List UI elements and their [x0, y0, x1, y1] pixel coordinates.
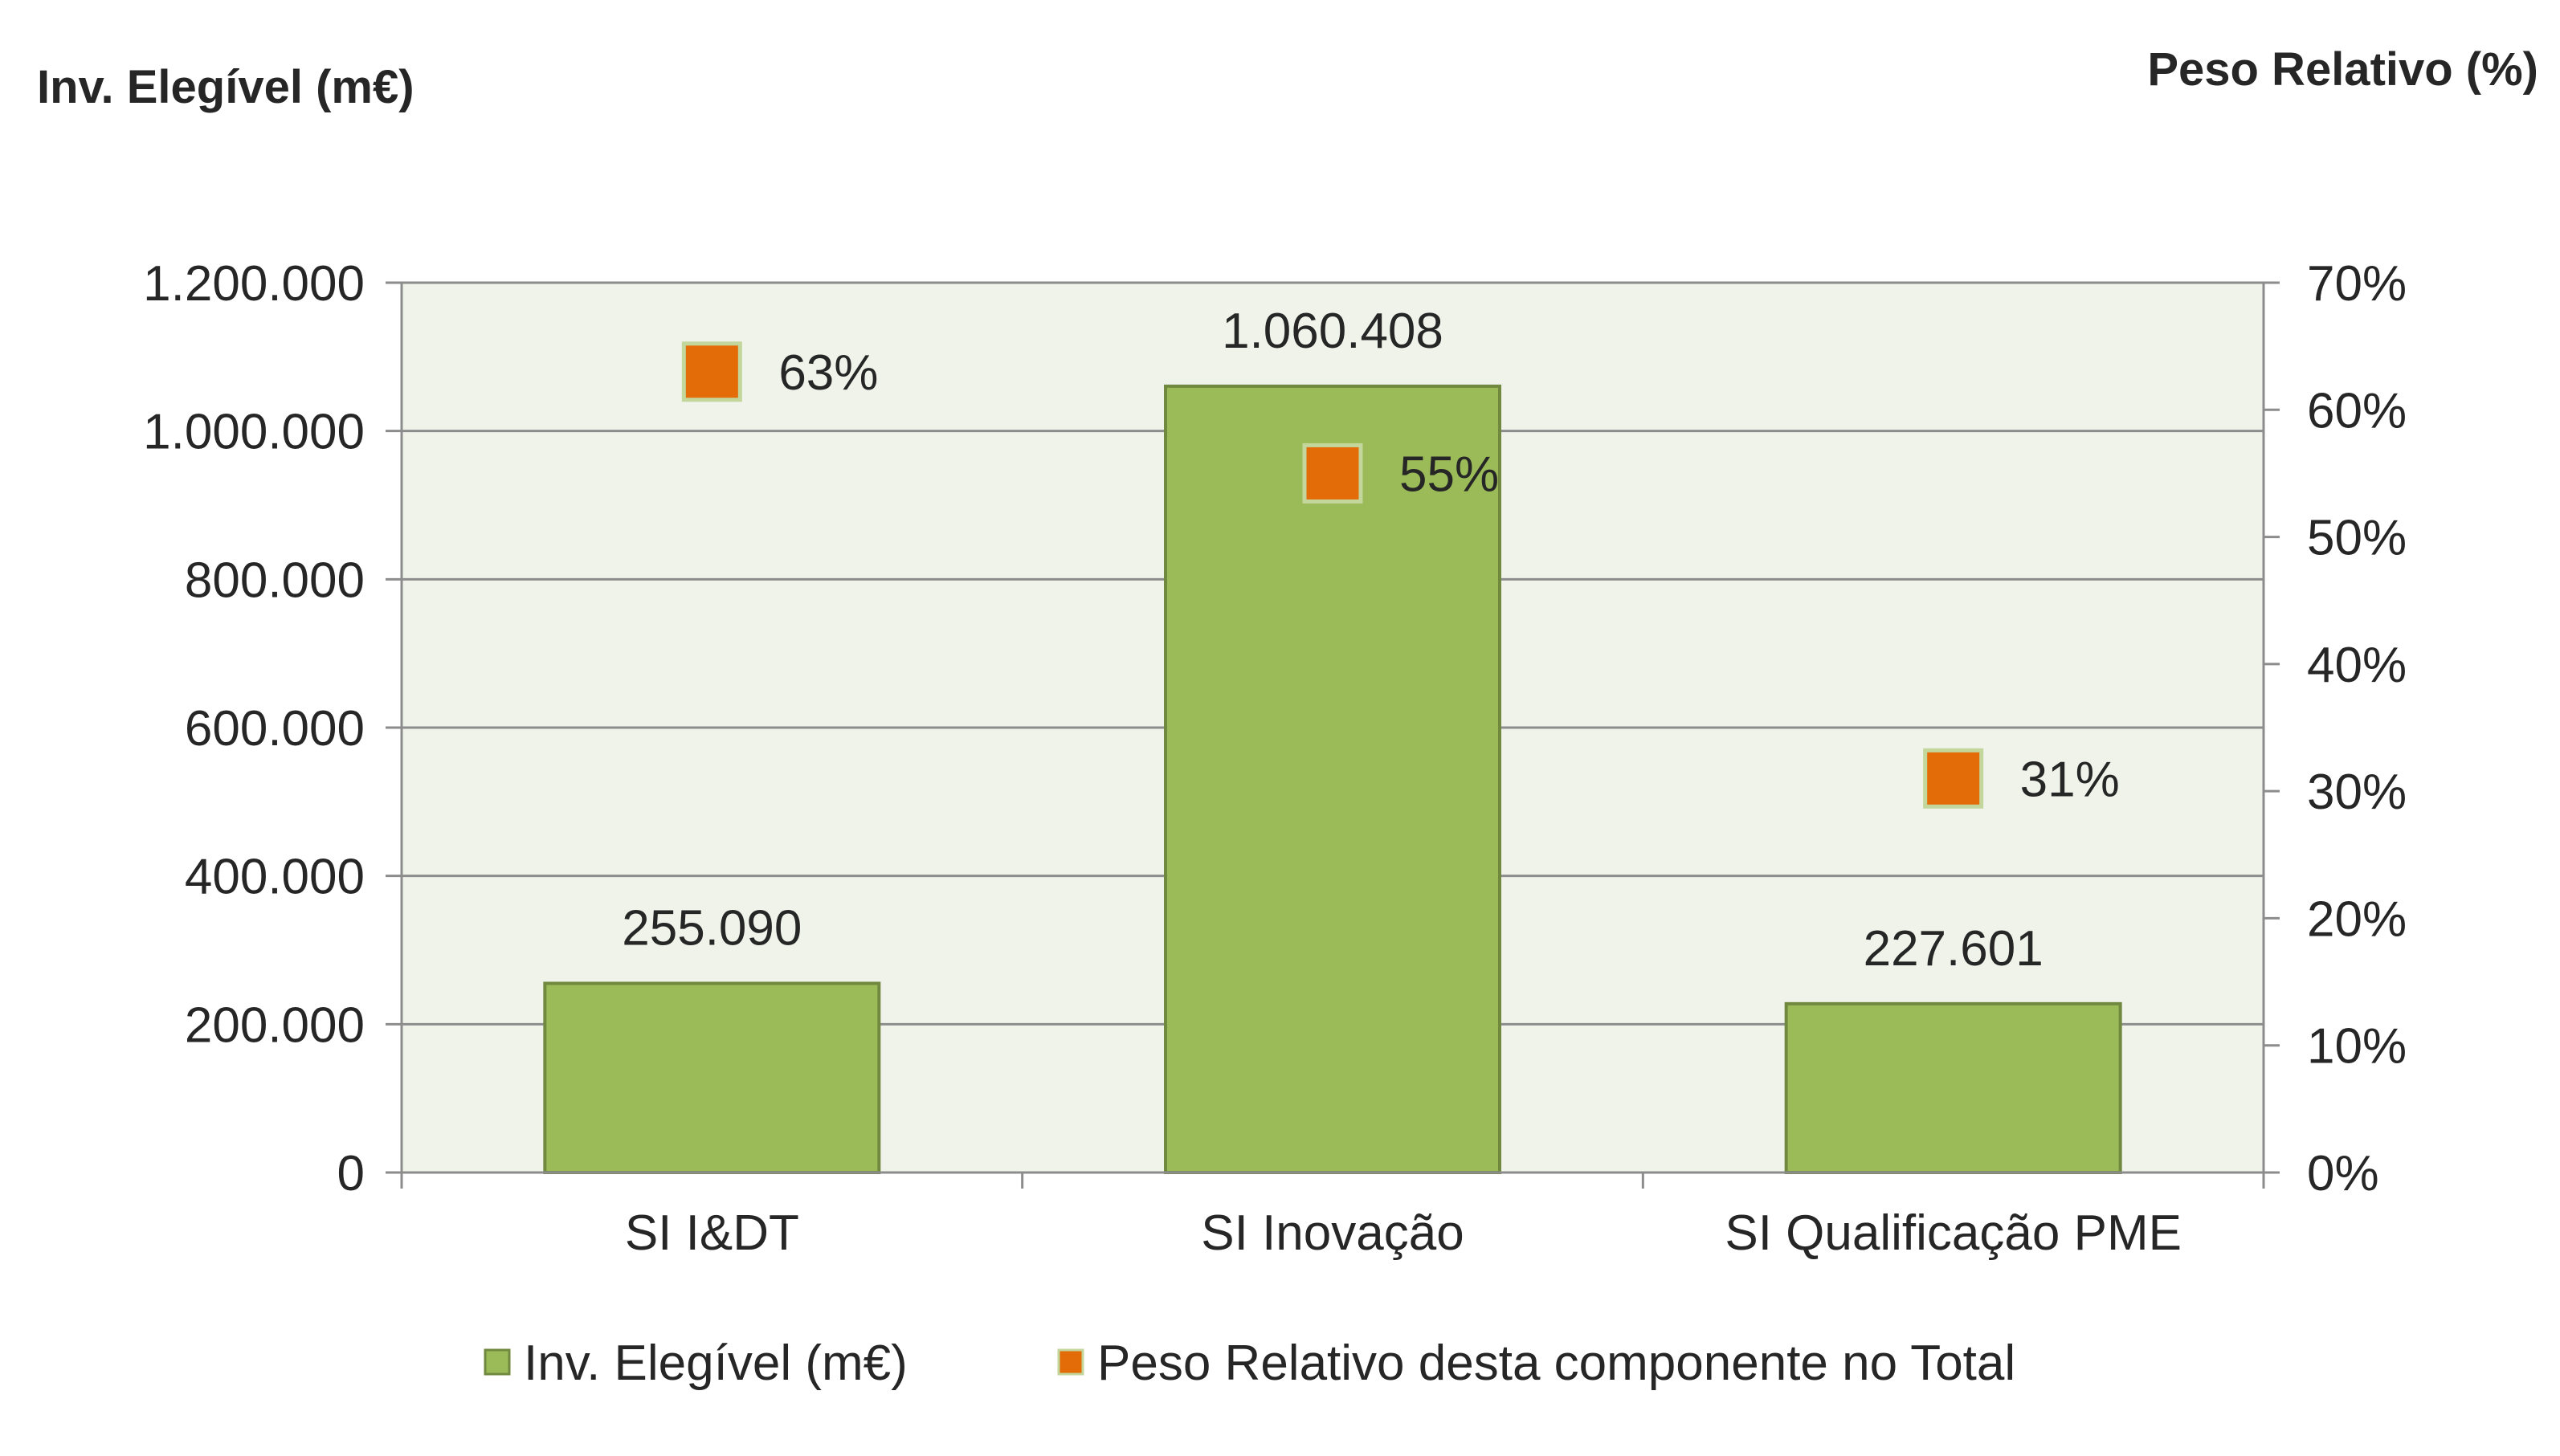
left-tick-label: 1.000.000 [143, 405, 365, 460]
left-tick-label: 200.000 [185, 997, 365, 1053]
x-category-label: SI Inovação [1201, 1205, 1464, 1261]
legend-marker-label: Peso Relativo desta componente no Total [1097, 1336, 2015, 1391]
legend: Inv. Elegível (m€) Peso Relativo desta c… [484, 1336, 2015, 1391]
right-tick-label: 50% [2307, 511, 2407, 566]
left-tick-label: 400.000 [185, 850, 365, 905]
x-category-label: SI Qualificação PME [1725, 1205, 2182, 1261]
bar-value-label: 227.601 [1864, 921, 2044, 977]
marker-point [1923, 748, 1984, 809]
left-axis-title: Inv. Elegível (m€) [37, 61, 414, 113]
right-tick-label: 10% [2307, 1019, 2407, 1075]
marker-point [1302, 443, 1363, 504]
bar-value-label: 255.090 [622, 900, 802, 956]
marker-value-label: 31% [2020, 752, 2120, 807]
right-tick-label: 40% [2307, 638, 2407, 693]
left-tick-label: 800.000 [185, 553, 365, 608]
left-tick-label: 0 [337, 1146, 365, 1201]
marker-value-label: 55% [1399, 447, 1499, 502]
bar [1784, 1001, 2122, 1174]
legend-bar-swatch [484, 1348, 511, 1376]
marker-series [681, 341, 1984, 809]
right-tick-label: 30% [2307, 765, 2407, 820]
right-axis-title: Peso Relativo (%) [2147, 43, 2538, 96]
right-tick-label: 70% [2307, 256, 2407, 312]
bar [543, 981, 881, 1175]
right-tick-label: 20% [2307, 891, 2407, 947]
legend-marker-swatch [1057, 1348, 1084, 1376]
legend-bar-label: Inv. Elegível (m€) [524, 1336, 908, 1391]
right-tick-label: 60% [2307, 383, 2407, 438]
marker-point [681, 341, 742, 402]
x-category-label: SI I&DT [625, 1205, 799, 1261]
marker-value-label: 63% [778, 345, 878, 401]
bar-series [543, 384, 2122, 1175]
left-tick-label: 1.200.000 [143, 256, 365, 312]
bar-value-label: 1.060.408 [1222, 304, 1443, 359]
left-tick-label: 600.000 [185, 701, 365, 757]
bar [1164, 384, 1501, 1174]
axes: 0 200.000 400.000 600.000 800.000 1.000.000 1.… [143, 256, 2407, 1261]
data-labels: 255.090 1.060.408 227.601 63% 55% 31% [622, 304, 2119, 977]
right-tick-label: 0% [2307, 1146, 2379, 1201]
